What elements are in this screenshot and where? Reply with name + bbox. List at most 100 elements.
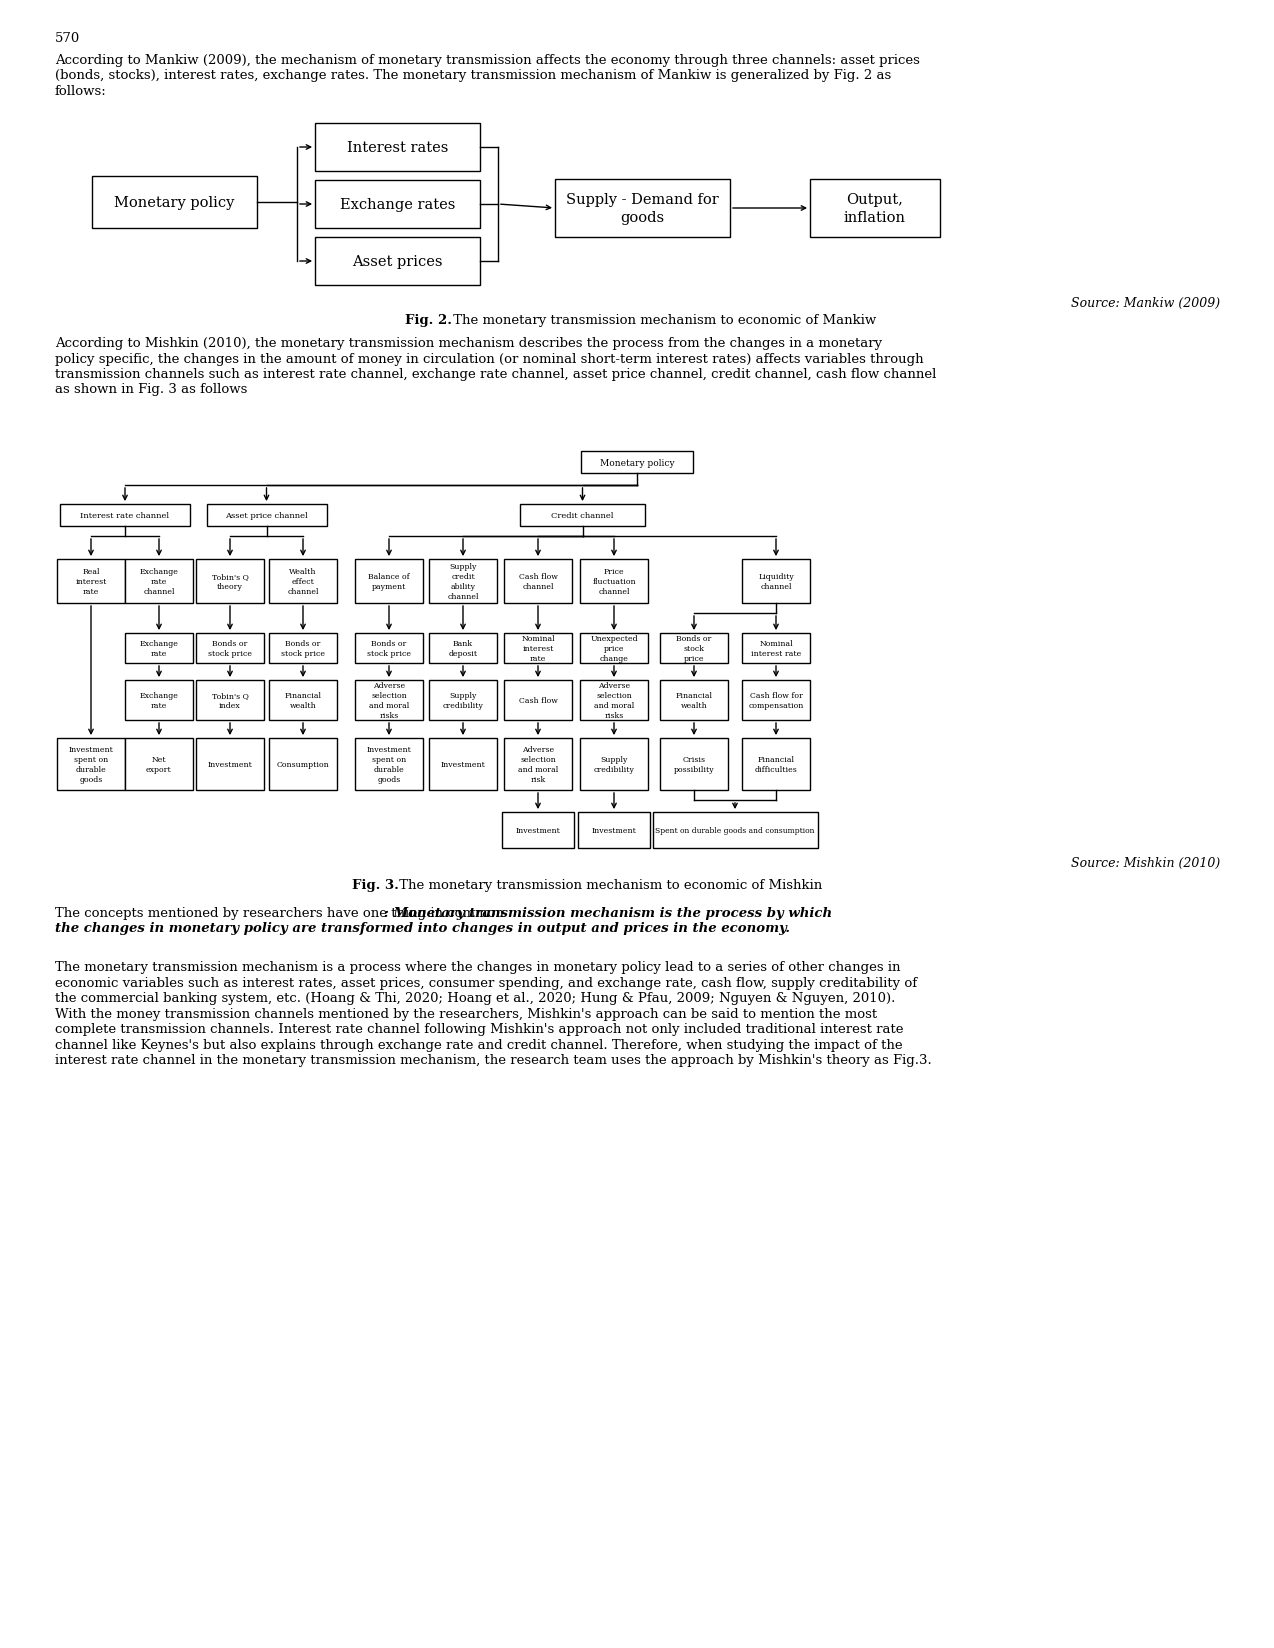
Bar [505, 738, 572, 791]
Bar [315, 237, 480, 285]
Bar [355, 681, 423, 720]
Text: Supply - Demand for
goods: Supply - Demand for goods [566, 193, 719, 224]
Text: Balance of
payment: Balance of payment [368, 574, 410, 590]
Text: Asset price channel: Asset price channel [225, 511, 308, 519]
Text: Financial
wealth: Financial wealth [284, 692, 321, 710]
Bar [505, 681, 572, 720]
Text: Bonds or
stock price: Bonds or stock price [282, 639, 325, 658]
Text: Wealth
effect
channel: Wealth effect channel [287, 569, 318, 595]
Text: According to Mankiw (2009), the mechanism of monetary transmission affects the e: According to Mankiw (2009), the mechanis… [55, 54, 920, 68]
Text: Spent on durable goods and consumption: Spent on durable goods and consumption [655, 827, 815, 834]
Bar [581, 452, 693, 473]
Bar [502, 812, 575, 849]
Text: as shown in Fig. 3 as follows: as shown in Fig. 3 as follows [55, 384, 247, 396]
Bar [196, 738, 264, 791]
Bar [196, 633, 264, 664]
Bar [57, 560, 125, 603]
Bar [429, 633, 497, 664]
Text: Real
interest
rate: Real interest rate [75, 569, 107, 595]
Bar [196, 681, 264, 720]
Bar [429, 738, 497, 791]
Text: Cash flow: Cash flow [519, 697, 558, 705]
Bar [92, 176, 257, 229]
Text: the changes in monetary policy are transformed into changes in output and prices: the changes in monetary policy are trans… [55, 921, 790, 934]
Text: The monetary transmission mechanism to economic of Mankiw: The monetary transmission mechanism to e… [448, 313, 877, 326]
Bar [125, 560, 192, 603]
Bar [429, 681, 497, 720]
Text: economic variables such as interest rates, asset prices, consumer spending, and : economic variables such as interest rate… [55, 976, 917, 989]
Bar [660, 738, 727, 791]
Text: Supply
credit
ability
channel: Supply credit ability channel [447, 564, 479, 600]
Text: Nominal
interest
rate: Nominal interest rate [521, 634, 554, 662]
Text: The monetary transmission mechanism to economic of Mishkin: The monetary transmission mechanism to e… [395, 878, 822, 892]
Text: Price
fluctuation
channel: Price fluctuation channel [592, 569, 636, 595]
Bar [580, 560, 648, 603]
Text: Investment: Investment [591, 827, 637, 834]
Bar [505, 633, 572, 664]
Text: Asset prices: Asset prices [352, 255, 443, 269]
Bar [355, 560, 423, 603]
Text: Investment: Investment [208, 760, 252, 768]
Text: interest rate channel in the monetary transmission mechanism, the research team : interest rate channel in the monetary tr… [55, 1053, 931, 1066]
Bar [580, 738, 648, 791]
Bar [741, 633, 810, 664]
Bar [60, 504, 190, 527]
Text: Monetary policy: Monetary policy [600, 458, 674, 468]
Text: Bank
deposit: Bank deposit [448, 639, 478, 658]
Bar [580, 633, 648, 664]
Bar [315, 181, 480, 229]
Text: Investment
spent on
durable
goods: Investment spent on durable goods [69, 747, 113, 783]
Bar [196, 560, 264, 603]
Text: Bonds or
stock price: Bonds or stock price [367, 639, 412, 658]
Bar [269, 738, 338, 791]
Bar [125, 633, 192, 664]
Text: policy specific, the changes in the amount of money in circulation (or nominal s: policy specific, the changes in the amou… [55, 353, 924, 366]
Bar [206, 504, 326, 527]
Text: Output,
inflation: Output, inflation [843, 193, 906, 224]
Text: Net
export: Net export [147, 756, 172, 773]
Bar [741, 738, 810, 791]
Bar [741, 681, 810, 720]
Bar [269, 633, 338, 664]
Text: Adverse
selection
and moral
risk: Adverse selection and moral risk [517, 747, 558, 783]
Text: : Monetary transmission mechanism is the process by which: : Monetary transmission mechanism is the… [383, 906, 832, 920]
Text: Source: Mishkin (2010): Source: Mishkin (2010) [1070, 857, 1220, 870]
Text: Supply
credibility: Supply credibility [442, 692, 483, 710]
Text: Tobin's Q
index: Tobin's Q index [211, 692, 248, 710]
Text: Financial
wealth: Financial wealth [675, 692, 712, 710]
Text: Tobin's Q
theory: Tobin's Q theory [211, 574, 248, 590]
Text: Source: Mankiw (2009): Source: Mankiw (2009) [1071, 297, 1220, 310]
Text: 570: 570 [55, 31, 80, 44]
Text: Supply
credibility: Supply credibility [594, 756, 634, 773]
Text: Fig. 2.: Fig. 2. [405, 313, 452, 326]
Text: the commercial banking system, etc. (Hoang & Thi, 2020; Hoang et al., 2020; Hung: the commercial banking system, etc. (Hoa… [55, 992, 896, 1005]
Text: Credit channel: Credit channel [552, 511, 614, 519]
Bar [505, 560, 572, 603]
Text: Cash flow
channel: Cash flow channel [519, 574, 558, 590]
Text: Investment
spent on
durable
goods: Investment spent on durable goods [367, 747, 412, 783]
Text: Fig. 3.: Fig. 3. [352, 878, 399, 892]
Bar [125, 681, 192, 720]
Text: Bonds or
stock
price: Bonds or stock price [676, 634, 712, 662]
Text: With the money transmission channels mentioned by the researchers, Mishkin's app: With the money transmission channels men… [55, 1007, 877, 1020]
Bar [269, 681, 338, 720]
Text: Exchange
rate: Exchange rate [140, 639, 178, 658]
Bar [429, 560, 497, 603]
Text: The monetary transmission mechanism is a process where the changes in monetary p: The monetary transmission mechanism is a… [55, 961, 901, 974]
Bar [660, 633, 727, 664]
Text: Exchange
rate: Exchange rate [140, 692, 178, 710]
Bar [741, 560, 810, 603]
Text: Crisis
possibility: Crisis possibility [674, 756, 715, 773]
Text: Financial
difficulties: Financial difficulties [754, 756, 798, 773]
Bar [810, 180, 940, 237]
Bar [660, 681, 727, 720]
Text: (bonds, stocks), interest rates, exchange rates. The monetary transmission mecha: (bonds, stocks), interest rates, exchang… [55, 69, 892, 82]
Text: Liquidity
channel: Liquidity channel [758, 574, 794, 590]
Bar [652, 812, 818, 849]
Text: Exchange rates: Exchange rates [340, 198, 455, 213]
Bar [315, 124, 480, 171]
Text: Unexpected
price
change: Unexpected price change [590, 634, 638, 662]
Text: The concepts mentioned by researchers have one thing in common: The concepts mentioned by researchers ha… [55, 906, 505, 920]
Text: Interest rate channel: Interest rate channel [80, 511, 169, 519]
Bar [578, 812, 650, 849]
